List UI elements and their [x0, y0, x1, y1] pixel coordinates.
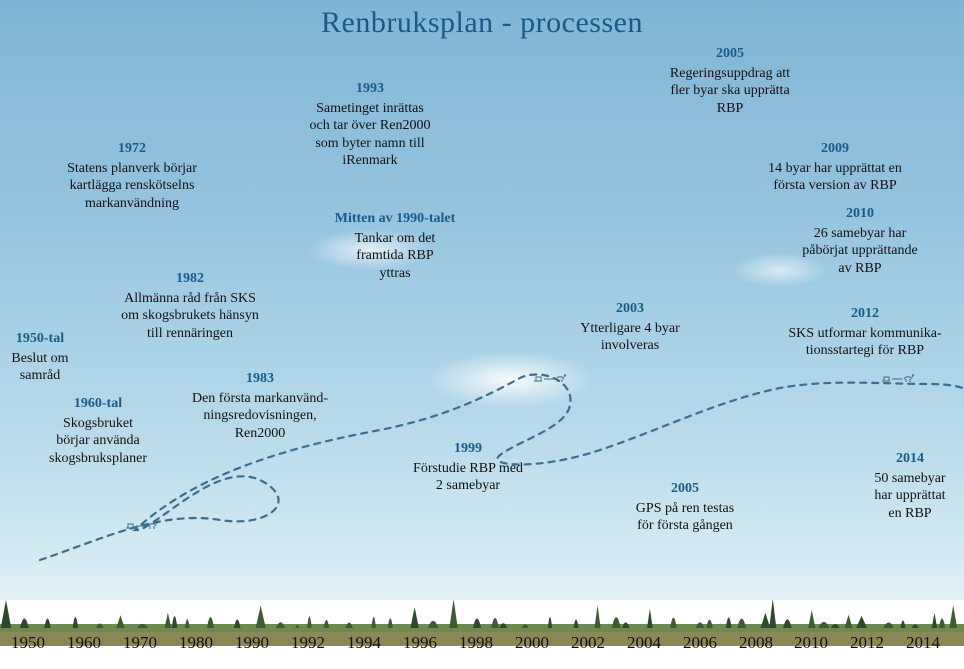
event-e1950: 1950-tal Beslut omsamråd [0, 330, 85, 385]
page-title: Renbruksplan - processen [0, 6, 964, 40]
event-year: 2009 [730, 140, 940, 158]
reindeer-icon [532, 370, 568, 389]
event-text: Regeringsuppdrag attfler byar ska upprät… [670, 66, 790, 116]
event-text: Beslut omsamråd [11, 351, 68, 384]
axis-label: 1994 [347, 633, 381, 653]
event-year: 1950-tal [0, 330, 85, 348]
axis-label: 1960 [67, 633, 101, 653]
event-e2005b: 2005 GPS på ren testasför första gången [595, 480, 775, 535]
axis-label: 2008 [739, 633, 773, 653]
event-text: 50 samebyarhar upprättaten RBP [874, 471, 945, 521]
axis-label: 2000 [515, 633, 549, 653]
axis-label: 1998 [459, 633, 493, 653]
axis-label: 1996 [403, 633, 437, 653]
event-text: SKS utformar kommunika-tionsstartegi för… [788, 326, 941, 359]
event-text: 26 samebyar harpåbörjat upprättandeav RB… [802, 226, 917, 276]
event-year: 1960-tal [23, 395, 173, 413]
axis-label: 2012 [850, 633, 884, 653]
axis-label: 1980 [179, 633, 213, 653]
axis-label: 1992 [291, 633, 325, 653]
event-text: Statens planverk börjarkartlägga rensköt… [67, 161, 197, 211]
event-e1960: 1960-tal Skogsbruketbörjar användaskogsbr… [23, 395, 173, 467]
event-year: 1982 [95, 270, 285, 288]
event-text: Ytterligare 4 byarinvolveras [580, 321, 680, 354]
event-year: 2012 [760, 305, 964, 323]
event-e1983: 1983 Den första markanvänd-ningsredovisni… [165, 370, 355, 442]
event-e2005a: 2005 Regeringsuppdrag attfler byar ska up… [630, 45, 830, 117]
event-text: Tankar om detframtida RBPyttras [355, 231, 436, 281]
event-text: 14 byar har upprättat enförsta version a… [768, 161, 902, 194]
event-e2012: 2012 SKS utformar kommunika-tionsstartegi… [760, 305, 964, 360]
event-year: 2014 [850, 450, 964, 468]
axis-label: 2004 [627, 633, 661, 653]
event-text: Den första markanvänd-ningsredovisningen… [192, 391, 328, 441]
event-e2010: 2010 26 samebyar harpåbörjat upprättandea… [765, 205, 955, 277]
event-year: 1999 [383, 440, 553, 458]
event-e2003: 2003 Ytterligare 4 byarinvolveras [545, 300, 715, 355]
axis-label: 2010 [794, 633, 828, 653]
event-e1993: 1993 Sametinget inrättasoch tar över Ren2… [275, 80, 465, 170]
axis-label: 1970 [123, 633, 157, 653]
event-year: 2003 [545, 300, 715, 318]
event-e2014: 2014 50 samebyarhar upprättaten RBP [850, 450, 964, 522]
axis-label: 1990 [235, 633, 269, 653]
event-year: 1972 [37, 140, 227, 158]
event-text: Förstudie RBP med2 samebyar [413, 461, 523, 494]
event-e1999: 1999 Förstudie RBP med2 samebyar [383, 440, 553, 495]
event-year: 2005 [595, 480, 775, 498]
event-year: Mitten av 1990-talet [295, 210, 495, 228]
axis-label: 2002 [571, 633, 605, 653]
reindeer-icon [124, 517, 160, 536]
axis-label: 1950 [11, 633, 45, 653]
event-e1972: 1972 Statens planverk börjarkartlägga ren… [37, 140, 227, 212]
event-text: GPS på ren testasför första gången [636, 501, 734, 534]
event-year: 2005 [630, 45, 830, 63]
event-e2009: 2009 14 byar har upprättat enförsta versi… [730, 140, 940, 195]
event-year: 2010 [765, 205, 955, 223]
event-e1982: 1982 Allmänna råd från SKSom skogsbrukets… [95, 270, 285, 342]
event-text: Skogsbruketbörjar användaskogsbruksplane… [49, 416, 147, 466]
reindeer-icon [880, 370, 916, 389]
event-text: Allmänna råd från SKSom skogsbrukets hän… [121, 291, 259, 341]
event-text: Sametinget inrättasoch tar över Ren2000s… [310, 101, 431, 169]
axis-label: 2006 [683, 633, 717, 653]
event-year: 1993 [275, 80, 465, 98]
event-e1990m: Mitten av 1990-talet Tankar om detframtid… [295, 210, 495, 282]
event-year: 1983 [165, 370, 355, 388]
axis-label: 2014 [906, 633, 940, 653]
